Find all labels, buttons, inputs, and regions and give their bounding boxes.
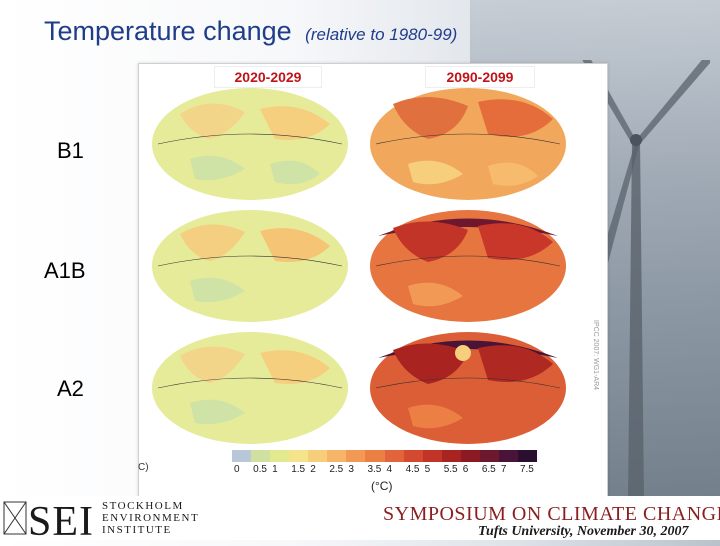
colorbar-swatch	[384, 450, 404, 462]
row-label-b1: B1	[57, 138, 84, 163]
row-label-a1b: A1B	[44, 258, 86, 283]
colorbar-tick: 6	[462, 464, 469, 475]
colorbar-tick: 2.5	[329, 464, 344, 475]
colorbar-tick: 5	[424, 464, 431, 475]
map-b1-2020	[152, 88, 348, 200]
colorbar-unit: (°C)	[371, 479, 393, 493]
colorbar-swatch	[403, 450, 423, 462]
colorbar-tick: 1.5	[291, 464, 306, 475]
colorbar-tick: 6.5	[481, 464, 496, 475]
event-title: SYMPOSIUM ON CLIMATE CHANGE	[383, 503, 720, 525]
map-a1b-2090	[370, 210, 566, 322]
org-line-3: INSTITUTE	[102, 524, 172, 536]
colorbar-tick: 0	[234, 464, 240, 475]
colorbar-swatch	[308, 450, 328, 462]
row-label-a2: A2	[57, 376, 84, 401]
colorbar	[232, 450, 537, 462]
colorbar-swatch	[232, 450, 252, 462]
title-text: Temperature change	[44, 16, 292, 46]
sei-logo: SEI	[28, 499, 94, 545]
map-a2-2090	[370, 332, 566, 444]
colorbar-swatch	[460, 450, 480, 462]
figure-part-label: C)	[138, 462, 149, 473]
colorbar-tick: 0.5	[253, 464, 267, 475]
colorbar-swatch	[422, 450, 442, 462]
colorbar-swatch	[346, 450, 366, 462]
ipcc-credit: IPCC 2007: WG1-AR4	[592, 320, 599, 391]
colorbar-ticks: 0 0.5 1 1.5 2 2.5 3 3.5 4 4.5 5 5.5 6 6.5 7 7.5	[226, 464, 546, 478]
colorbar-swatch	[479, 450, 499, 462]
org-line-1: STOCKHOLM	[102, 500, 184, 512]
colorbar-tick: 7.5	[519, 464, 534, 475]
page-title: Temperature change (relative to 1980-99)	[44, 16, 457, 47]
footer	[0, 496, 720, 540]
event-venue: Tufts University, November 30, 2007	[478, 524, 689, 539]
colorbar-swatch	[498, 450, 518, 462]
sei-emblem-icon	[3, 501, 27, 535]
colorbar-tick: 4.5	[405, 464, 420, 475]
colorbar-swatch	[365, 450, 385, 462]
colorbar-tick: 7	[500, 464, 507, 475]
colorbar-swatch	[441, 450, 461, 462]
colorbar-tick: 2	[310, 464, 316, 475]
colorbar-swatch	[517, 450, 537, 462]
colorbar-tick: 4	[386, 464, 393, 475]
colorbar-swatch	[251, 450, 271, 462]
map-a1b-2020	[152, 210, 348, 322]
colorbar-tick: 5.5	[443, 464, 458, 475]
map-b1-2090	[370, 88, 566, 200]
colorbar-tick: 1	[272, 464, 278, 475]
colorbar-swatch	[327, 450, 347, 462]
map-a2-2020	[152, 332, 348, 444]
colorbar-swatch	[270, 450, 290, 462]
org-line-2: ENVIRONMENT	[102, 512, 200, 524]
subtitle-text: (relative to 1980-99)	[305, 25, 458, 44]
colorbar-tick: 3.5	[367, 464, 382, 475]
column-header-2020: 2020-2029	[214, 66, 322, 88]
colorbar-swatch	[289, 450, 309, 462]
sei-org-name: STOCKHOLM ENVIRONMENT INSTITUTE	[102, 500, 199, 536]
column-header-2090: 2090-2099	[425, 66, 535, 88]
colorbar-tick: 3	[348, 464, 354, 475]
